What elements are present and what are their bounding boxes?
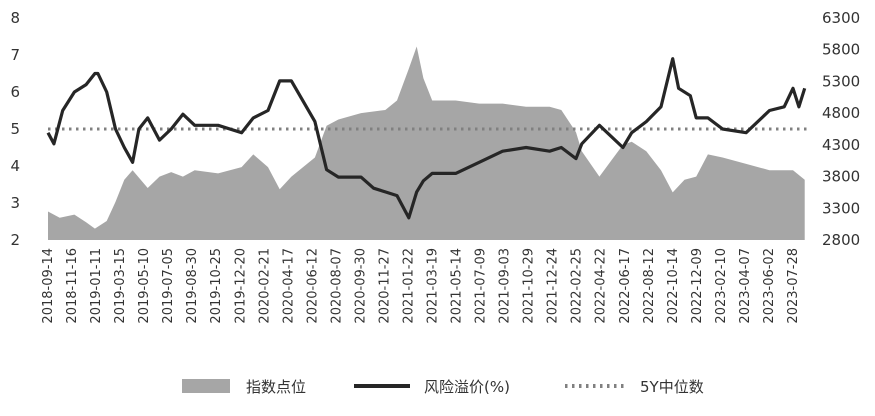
x-tick-label: 2021-01-22 <box>401 248 416 324</box>
x-tick-label: 2023-07-28 <box>786 248 801 324</box>
left-tick-label: 4 <box>10 157 20 175</box>
x-axis-ticks: 2018-09-14 2018-11-16 2019-01-11 2019-03-15… <box>41 248 801 324</box>
left-tick-label: 8 <box>10 9 20 27</box>
index-area-layer <box>48 46 805 240</box>
right-tick-label: 2800 <box>822 231 860 249</box>
x-tick-label: 2022-08-12 <box>642 248 657 324</box>
x-tick-label: 2019-05-10 <box>137 248 152 324</box>
x-tick-label: 2020-04-17 <box>281 248 296 324</box>
x-tick-label: 2019-03-15 <box>113 248 128 324</box>
spread-line-layer <box>46 57 807 220</box>
x-tick-label: 2022-06-17 <box>618 248 633 324</box>
x-tick-label: 2020-06-12 <box>305 248 320 324</box>
right-tick-label: 4800 <box>822 104 860 122</box>
right-tick-label: 3300 <box>822 199 860 217</box>
left-tick-label: 6 <box>10 83 20 101</box>
x-tick-label: 2018-11-16 <box>65 248 80 324</box>
x-tick-label: 2021-09-03 <box>498 248 513 324</box>
x-tick-label: 2020-02-21 <box>257 248 272 324</box>
legend: 指数点位 风险溢价(%) 5Y中位数 <box>182 378 704 396</box>
legend-swatch-index-area <box>182 379 230 393</box>
x-tick-label: 2022-12-09 <box>690 248 705 324</box>
right-tick-label: 3800 <box>822 168 860 186</box>
x-tick-label: 2022-10-14 <box>666 248 681 324</box>
x-tick-label: 2020-09-30 <box>353 248 368 324</box>
right-tick-label: 6300 <box>822 9 860 27</box>
right-tick-label: 5800 <box>822 41 860 59</box>
right-tick-label: 5300 <box>822 72 860 90</box>
series-index-area <box>48 46 805 240</box>
right-tick-label: 4300 <box>822 136 860 154</box>
x-tick-label: 2021-07-09 <box>474 248 489 324</box>
x-tick-label: 2022-04-22 <box>594 248 609 324</box>
left-tick-label: 5 <box>10 120 20 138</box>
x-tick-label: 2021-10-29 <box>522 248 537 324</box>
x-tick-label: 2021-05-14 <box>450 248 465 324</box>
x-tick-label: 2023-06-02 <box>762 248 777 324</box>
series-spread-line <box>46 57 807 220</box>
legend-label-index-area: 指数点位 <box>246 378 306 396</box>
x-tick-label: 2019-07-05 <box>161 248 176 324</box>
x-tick-label: 2019-08-30 <box>185 248 200 324</box>
x-tick-label: 2021-03-19 <box>426 248 441 324</box>
x-tick-label: 2020-08-07 <box>329 248 344 324</box>
x-tick-label: 2023-04-07 <box>738 248 753 324</box>
x-tick-label: 2018-09-14 <box>41 248 56 324</box>
x-tick-label: 2020-11-27 <box>377 248 392 324</box>
legend-label-spread-line: 风险溢价(%) <box>424 378 510 396</box>
legend-label-median-line: 5Y中位数 <box>640 378 704 396</box>
x-tick-label: 2021-12-24 <box>546 248 561 324</box>
x-tick-label: 2019-10-25 <box>209 248 224 324</box>
left-tick-label: 7 <box>10 46 20 64</box>
left-axis-ticks: 2 3 4 5 6 7 8 <box>10 9 20 249</box>
x-tick-label: 2019-12-20 <box>233 248 248 324</box>
x-tick-label: 2019-01-11 <box>89 248 104 324</box>
x-tick-label: 2023-02-10 <box>714 248 729 324</box>
x-tick-label: 2022-02-25 <box>570 248 585 324</box>
left-tick-label: 3 <box>10 194 20 212</box>
left-tick-label: 2 <box>10 231 20 249</box>
right-axis-ticks: 2800 3300 3800 4300 4800 5300 5800 6300 <box>822 9 860 249</box>
